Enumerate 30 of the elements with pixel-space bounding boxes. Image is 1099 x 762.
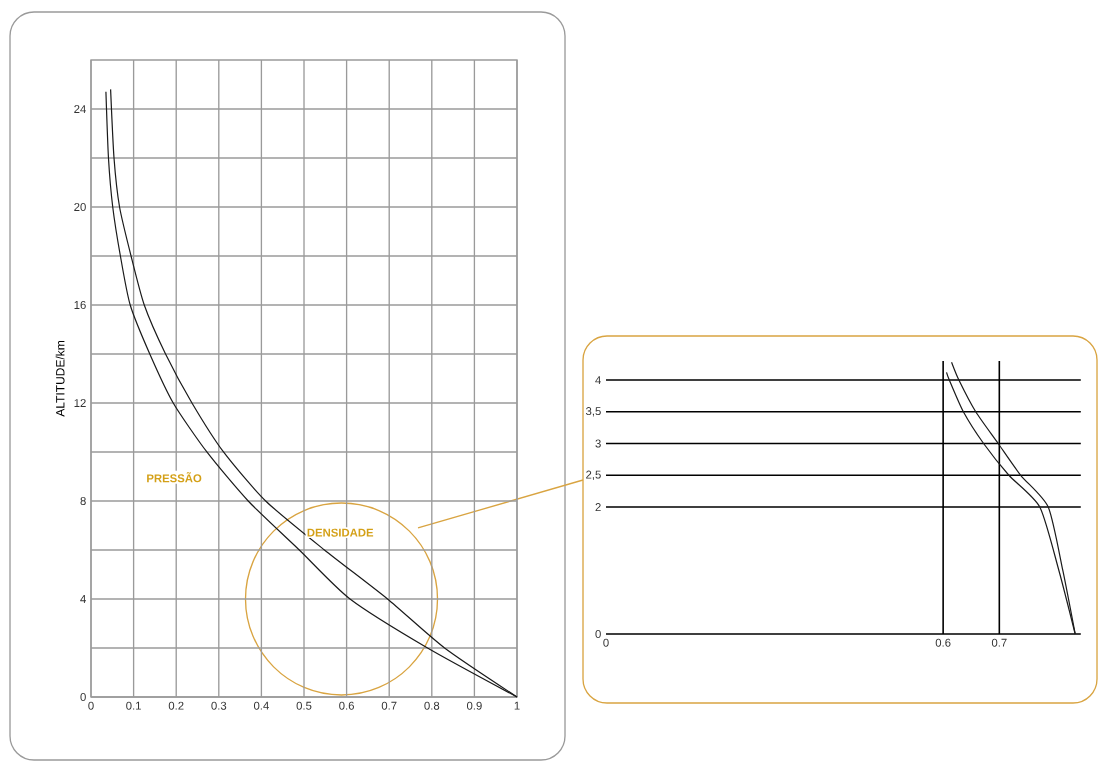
- x-tick-label: 1: [514, 701, 520, 710]
- y-tick-label: 3,5: [585, 407, 601, 417]
- x-tick-label: 0: [88, 701, 94, 710]
- y-tick-label: 0: [595, 629, 601, 638]
- x-tick-label: 0.9: [466, 701, 482, 710]
- x-tick-label: 0.6: [935, 638, 951, 647]
- y-tick-label: 20: [74, 202, 86, 211]
- x-tick-label: 0.8: [424, 701, 440, 710]
- x-tick-label: 0.5: [296, 701, 312, 710]
- x-tick-label: 0.7: [991, 638, 1007, 647]
- x-tick-label: 0.2: [168, 701, 184, 710]
- y-tick-label: 2: [595, 503, 601, 511]
- x-tick-label: 0.6: [339, 701, 354, 710]
- x-tick-label: 0: [603, 638, 609, 647]
- annotation: PRESSÃO: [147, 472, 202, 483]
- annotation: DENSIDADE: [307, 528, 374, 537]
- y-tick-label: 12: [74, 399, 86, 407]
- y-axis-title: ALTITUDE/km: [55, 341, 65, 417]
- x-tick-label: 0.4: [253, 701, 269, 710]
- y-tick-label: 4: [80, 595, 86, 603]
- x-tick-label: 0.7: [381, 701, 397, 710]
- y-tick-label: 8: [80, 496, 86, 505]
- y-tick-label: 0: [80, 692, 86, 701]
- y-tick-label: 24: [74, 105, 86, 113]
- y-tick-label: 16: [74, 300, 86, 309]
- x-tick-label: 0.1: [126, 701, 141, 710]
- y-tick-label: 2,5: [586, 470, 601, 480]
- y-tick-label: 4: [595, 376, 601, 384]
- y-tick-label: 3: [595, 439, 601, 448]
- x-tick-label: 0.3: [211, 701, 227, 710]
